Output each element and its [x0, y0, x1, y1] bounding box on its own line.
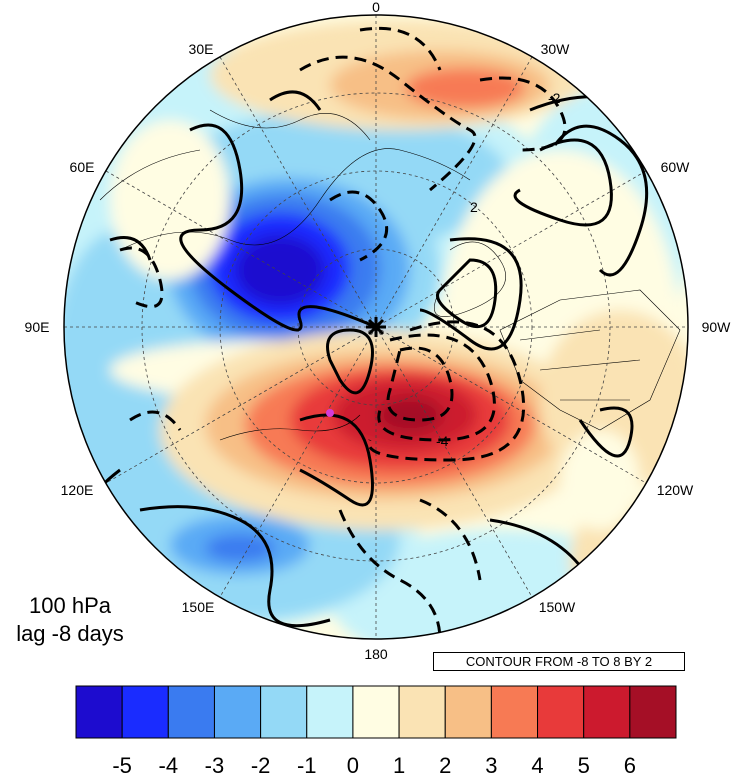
- colorbar-tick-label: -2: [251, 753, 271, 778]
- colorbar-swatch: [167, 685, 215, 739]
- colorbar-swatch: [213, 685, 262, 739]
- lon-label-120e: 120E: [61, 482, 94, 498]
- colorbar-swatch: [352, 685, 400, 739]
- lon-label-60w: 60W: [661, 159, 691, 175]
- asterisk-icon: [366, 317, 386, 337]
- lon-label-90w: 90W: [702, 319, 732, 335]
- colorbar-tick-label: -1: [297, 753, 317, 778]
- lon-label-60e: 60E: [70, 159, 95, 175]
- colorbar-swatch: [75, 685, 123, 739]
- colorbar-swatch: [306, 685, 354, 739]
- lon-label-30w: 30W: [541, 41, 571, 57]
- colorbar-tick-label: -3: [205, 753, 225, 778]
- contour-info-box: CONTOUR FROM -8 TO 8 BY 2: [433, 652, 685, 671]
- colorbar-swatch: [444, 685, 492, 739]
- colorbar-tick-label: 1: [393, 753, 405, 778]
- colorbar-swatch: [490, 685, 539, 739]
- colorbar-swatch: [537, 685, 585, 739]
- lon-label-0: 0: [372, 0, 380, 15]
- colorbar-tick-label: 3: [485, 753, 497, 778]
- colorbar-swatch: [398, 685, 446, 739]
- colorbar-swatch: [629, 685, 677, 739]
- colorbar-tick-label: 5: [578, 753, 590, 778]
- colorbar: -5 -4 -3 -2 -1 0 1 2 3 4 5 6: [75, 685, 677, 778]
- contour-label: -4: [436, 433, 449, 449]
- colorbar-tick-label: 6: [624, 753, 636, 778]
- colorbar-tick-label: -5: [112, 753, 132, 778]
- negative-contour-lines: [119, 26, 567, 639]
- map-boundary: [63, 14, 689, 640]
- lon-label-90e: 90E: [25, 319, 50, 335]
- contour-label: 2: [470, 199, 478, 215]
- colorbar-tick-label: 0: [347, 753, 359, 778]
- colorbar-swatch: [260, 685, 308, 739]
- colorbar-tick-label: 4: [531, 753, 543, 778]
- colorbar-swatch: [121, 685, 169, 739]
- coastlines: [99, 109, 681, 441]
- colorbar-tick-label: -4: [159, 753, 179, 778]
- lag-label: lag -8 days: [16, 621, 124, 646]
- colorbar-tick-label: 2: [439, 753, 451, 778]
- lon-label-150e: 150E: [182, 599, 215, 615]
- level-label: 100 hPa: [29, 593, 111, 618]
- lon-label-120w: 120W: [657, 482, 694, 498]
- graticule: [64, 15, 688, 639]
- magenta-dot-icon: [326, 409, 334, 417]
- lon-label-30e: 30E: [189, 41, 214, 57]
- lon-label-150w: 150W: [539, 599, 576, 615]
- contour-lines: [68, 90, 649, 628]
- lon-label-180: 180: [364, 646, 388, 662]
- colorbar-swatch: [583, 685, 631, 739]
- contour-label: -2: [548, 90, 561, 106]
